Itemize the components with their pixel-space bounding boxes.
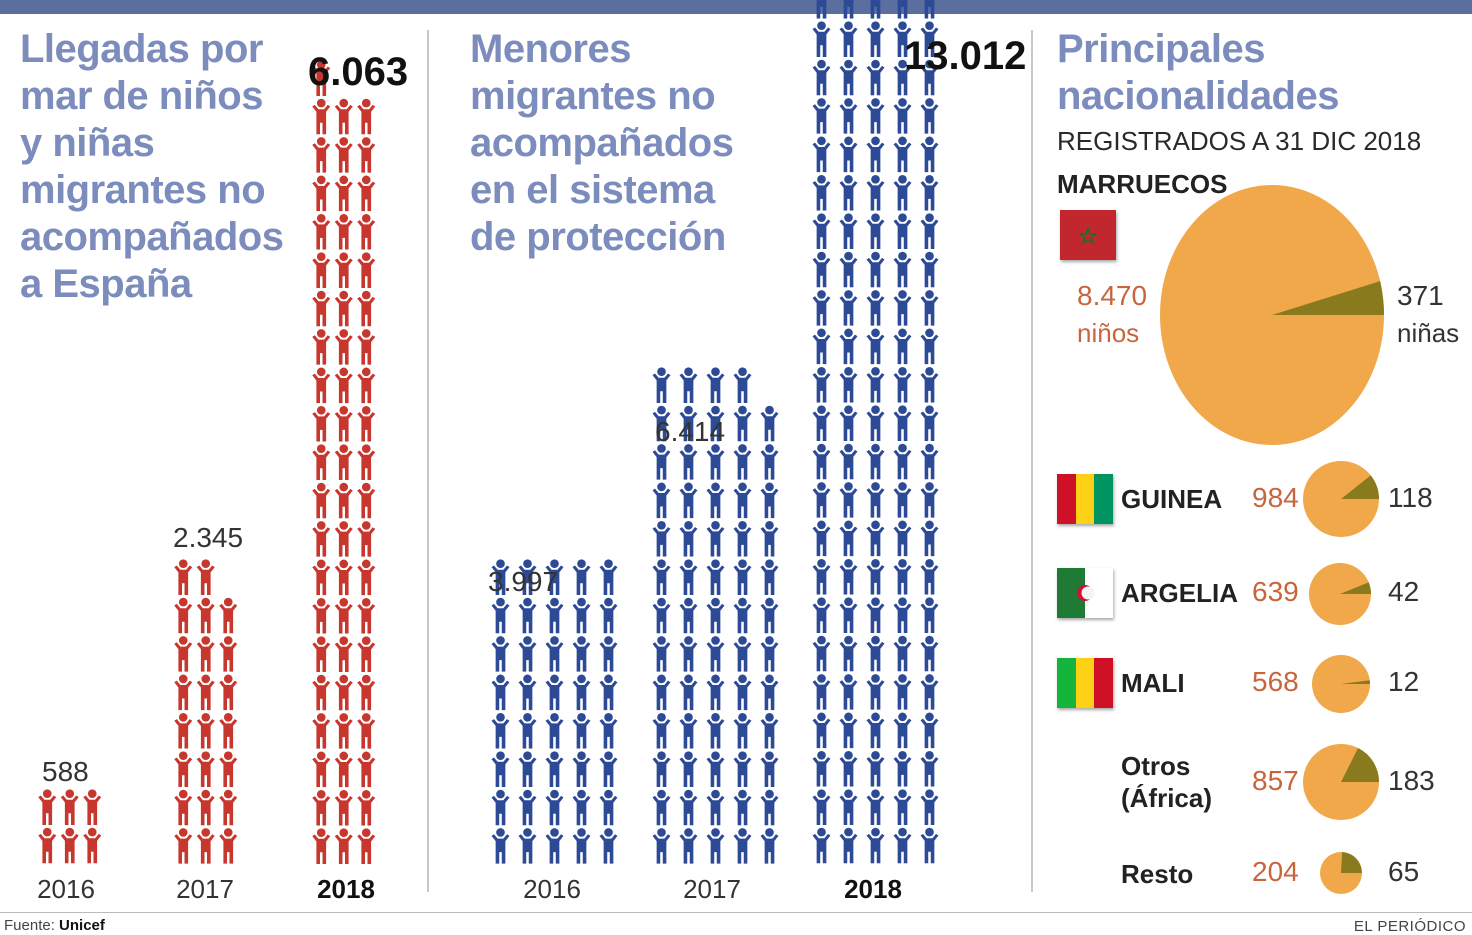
arrivals-bar-2017-figures xyxy=(174,559,238,864)
system-year-2018: 2018 xyxy=(844,874,902,904)
otros-girls-value: 183 xyxy=(1388,765,1435,796)
pie-slice-girls xyxy=(1272,281,1384,315)
argelia-label: ARGELIA xyxy=(1121,578,1238,608)
arrivals-bar-2018-figures xyxy=(312,59,376,864)
arrivals-bar-2017 xyxy=(172,559,240,866)
pie-argelia xyxy=(1309,563,1371,625)
morocco-label: MARRUECOS xyxy=(1057,169,1228,199)
pie-slice-girls xyxy=(1341,852,1362,873)
guinea-flag-icon xyxy=(1057,474,1113,524)
system-chart-title: Menores migrantes no acompañados en el s… xyxy=(470,27,734,259)
resto-boys-value: 204 xyxy=(1252,856,1299,887)
system-value-2017: 6.414 xyxy=(655,416,726,447)
pie-otros xyxy=(1303,744,1379,820)
morocco-boys-value: 8.470 xyxy=(1077,280,1148,311)
morocco-flag-icon xyxy=(1060,210,1116,260)
argelia-girls-value: 42 xyxy=(1388,576,1420,607)
otros-label: Otros (África) xyxy=(1121,751,1213,813)
panel-divider-2 xyxy=(1031,30,1033,892)
nationalities-title: Principales nacionalidades xyxy=(1057,27,1339,118)
system-bar-2016 xyxy=(487,559,622,866)
pie-slice-boys xyxy=(1320,852,1362,894)
footer-line xyxy=(0,912,1472,913)
arrivals-bar-2016 xyxy=(36,789,104,866)
source-label: Fuente: xyxy=(4,917,55,934)
resto-label: Resto xyxy=(1121,859,1194,889)
pie-guinea xyxy=(1303,461,1379,537)
source-note: Fuente: Unicef xyxy=(4,917,105,934)
arrivals-year-2018: 2018 xyxy=(317,874,375,904)
otros-boys-value: 857 xyxy=(1252,765,1299,796)
argelia-boys-value: 639 xyxy=(1252,576,1299,607)
arrivals-bar-2018 xyxy=(310,59,378,866)
pie-slice-boys xyxy=(1309,563,1371,625)
panel-divider-1 xyxy=(427,30,429,892)
mali-flag-icon xyxy=(1057,658,1113,708)
publisher-credit: EL PERIÓDICO xyxy=(1353,918,1466,935)
system-bar-2018-figures xyxy=(812,0,939,864)
arrivals-year-2017: 2017 xyxy=(176,874,234,904)
arrivals-value-2017: 2.345 xyxy=(173,522,244,553)
guinea-boys-value: 984 xyxy=(1252,482,1299,513)
pie-slice-boys xyxy=(1312,655,1370,713)
system-bar-2018 xyxy=(808,0,943,866)
system-value-2016: 3.997 xyxy=(488,566,559,597)
system-bar-2016-figures xyxy=(491,559,618,864)
pie-slice-girls xyxy=(1341,680,1370,684)
guinea-girls-value: 118 xyxy=(1388,482,1433,513)
arrivals-value-2016: 588 xyxy=(42,756,89,787)
morocco-girls-value: 371 xyxy=(1397,280,1444,311)
mali-boys-value: 568 xyxy=(1252,666,1299,697)
morocco-girls-label: niñas xyxy=(1397,318,1460,348)
arrivals-chart-title: Llegadas por mar de niños y niñas migran… xyxy=(20,27,284,306)
top-bar xyxy=(0,0,1472,14)
arrivals-year-2016: 2016 xyxy=(37,874,95,904)
morocco-boys-label: niños xyxy=(1077,318,1140,348)
system-year-2016: 2016 xyxy=(523,874,581,904)
pie-mali xyxy=(1312,655,1370,713)
resto-girls-value: 65 xyxy=(1388,856,1420,887)
pie-morocco xyxy=(1160,185,1384,445)
system-year-2017: 2017 xyxy=(683,874,741,904)
mali-label: MALI xyxy=(1121,668,1185,698)
system-value-2018: 13.012 xyxy=(904,34,1027,78)
nationalities-subtitle: REGISTRADOS A 31 DIC 2018 xyxy=(1057,126,1422,156)
pie-slice-boys xyxy=(1303,744,1379,820)
pie-resto xyxy=(1320,852,1362,894)
algeria-flag-icon xyxy=(1057,568,1113,618)
source-name: Unicef xyxy=(59,917,105,934)
pie-slice-girls xyxy=(1340,582,1371,594)
arrivals-value-2018: 6.063 xyxy=(308,50,409,94)
pie-slice-girls xyxy=(1341,748,1379,782)
arrivals-bar-2016-figures xyxy=(38,789,102,864)
pie-slice-girls xyxy=(1341,475,1379,499)
pie-slice-boys xyxy=(1303,461,1379,537)
guinea-label: GUINEA xyxy=(1121,484,1223,514)
pie-slice-boys xyxy=(1160,185,1384,445)
mali-girls-value: 12 xyxy=(1388,666,1420,697)
